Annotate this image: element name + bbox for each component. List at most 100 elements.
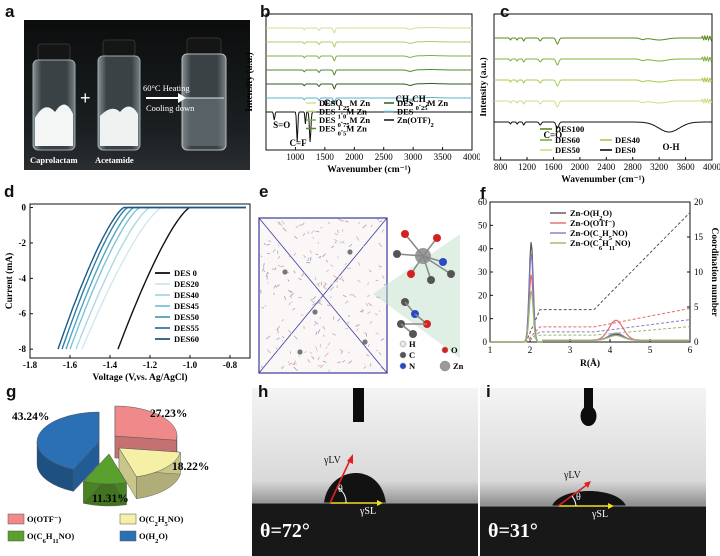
y2-tick-label: 15	[694, 232, 704, 242]
zn-ion	[312, 309, 318, 315]
molecule-bond	[323, 286, 327, 290]
gamma-lv-label: γLV	[564, 470, 581, 481]
legend-entry: Zn(OTF)2	[397, 115, 434, 129]
panel-g: g 27.23% 18.22% 11.31% 43.24% O(OTF⁻) O(C2H5N…	[0, 382, 250, 556]
series-line-1	[266, 41, 472, 48]
molecule-bond	[311, 302, 317, 306]
panel-label-d: d	[4, 182, 15, 201]
pending-drop	[580, 406, 597, 426]
molecule-bond	[322, 325, 326, 330]
arrow-bottom-text: Cooling down	[146, 103, 195, 113]
molecule-bond	[266, 281, 269, 284]
molecule-bond	[266, 349, 271, 354]
molecule-bond	[262, 263, 265, 267]
plot-frame	[493, 13, 713, 161]
x-tick-label: 1500	[316, 152, 335, 162]
molecule-bond	[367, 295, 370, 297]
molecule-bond	[298, 223, 303, 227]
molecule-bond	[365, 303, 369, 307]
molecule-bond	[281, 365, 285, 369]
molecule-bond	[277, 329, 279, 334]
molecule-bond	[339, 276, 343, 281]
molecule-bond	[337, 318, 341, 322]
panel-label-f: f	[480, 184, 486, 203]
series-line-2	[266, 55, 472, 62]
atom-legend-label: N	[409, 361, 416, 371]
atom-legend-dot	[399, 351, 407, 359]
molecule-bond	[309, 249, 312, 254]
molecule-bond	[337, 361, 341, 364]
molecule-bond	[265, 272, 268, 278]
molecule-bond	[319, 343, 322, 348]
molecule-bond	[345, 220, 349, 223]
atom-legend-dot	[399, 362, 407, 370]
molecule-bond	[309, 256, 312, 261]
molecule-bond	[310, 229, 315, 234]
molecule-bond	[378, 310, 381, 313]
molecule-bond	[307, 257, 310, 262]
atom	[407, 270, 415, 278]
series-line-0	[266, 27, 472, 34]
molecule-bond	[288, 329, 292, 335]
atom	[439, 258, 447, 266]
molecule-bond	[261, 306, 264, 309]
y-tick-label: 0	[483, 337, 488, 347]
molecule-bond	[344, 263, 348, 266]
molecule-bond	[312, 296, 317, 300]
chart-d: -1.8 -1.6 -1.4 -1.2 -1.0 -0.8 0 -2 -4 -6 -8 Voltage…	[4, 203, 251, 382]
molecule-bond	[263, 242, 266, 246]
legend-swatch	[119, 513, 137, 525]
bottle-des	[181, 37, 227, 151]
panel-f: f 1 2 3 4 5 6 0 10 20 30 40 50 60 0 5 10 15 20 R(Å) Coordin…	[468, 184, 720, 382]
molecule-bond	[375, 279, 379, 282]
legend-entry: Zn-O(C6H11NO)	[570, 238, 631, 252]
photo-a	[24, 20, 250, 170]
molecule-bond	[331, 245, 335, 249]
legend-entry: DES55	[174, 323, 199, 333]
molecule-bond	[293, 235, 298, 240]
legend-entry: DES60	[555, 135, 580, 145]
molecule-bond	[271, 268, 276, 270]
atom	[433, 234, 441, 242]
molecule-bond	[264, 304, 267, 308]
molecule-bond	[383, 284, 388, 286]
molecule-bond	[323, 334, 325, 337]
plot-frame	[29, 203, 251, 359]
molecule-bond	[364, 332, 367, 334]
molecule-bond	[370, 224, 373, 228]
legend-entry: DES45	[174, 301, 199, 311]
molecule-bond	[367, 282, 369, 286]
legend-entry: O(OTF⁻)	[27, 514, 61, 524]
molecule-bond	[324, 352, 329, 357]
atom-legend-dot	[441, 346, 449, 354]
molecule-bond	[281, 335, 285, 339]
angle-value: θ=31°	[488, 520, 538, 542]
legend-entry: Zn-O(H2O)	[570, 208, 612, 222]
legend-entry: DES100	[555, 124, 584, 134]
molecule-bond	[278, 264, 280, 267]
y-tick-label: 10	[478, 314, 488, 324]
molecule-bond	[347, 360, 353, 364]
molecule-bond	[290, 296, 293, 299]
slice-label-3: 43.24%	[12, 411, 49, 423]
atom	[447, 270, 455, 278]
x-tick-label: 3	[568, 345, 573, 355]
molecule-bond	[298, 296, 302, 299]
x-tick-label: 2800	[624, 162, 643, 172]
x-tick-label: 1000	[286, 152, 305, 162]
molecule-bond	[341, 278, 345, 282]
bottle-caprolactam	[32, 43, 76, 151]
annotation-c-o: C=O	[544, 130, 563, 140]
molecule-bond	[335, 280, 339, 283]
molecule-bond	[334, 241, 337, 244]
molecule-bond	[368, 302, 373, 307]
x-axis-label: Voltage (V,vs. Ag/AgCl)	[92, 372, 187, 382]
x-tick-label: 800	[494, 162, 508, 172]
molecule-bond	[287, 289, 293, 294]
molecule-bond	[272, 248, 276, 253]
molecule-bond	[317, 364, 322, 367]
legend-entry: DES0	[615, 145, 636, 155]
zn-ion	[282, 269, 288, 275]
rdf-line-3	[490, 290, 690, 343]
molecule-bond	[315, 253, 319, 256]
